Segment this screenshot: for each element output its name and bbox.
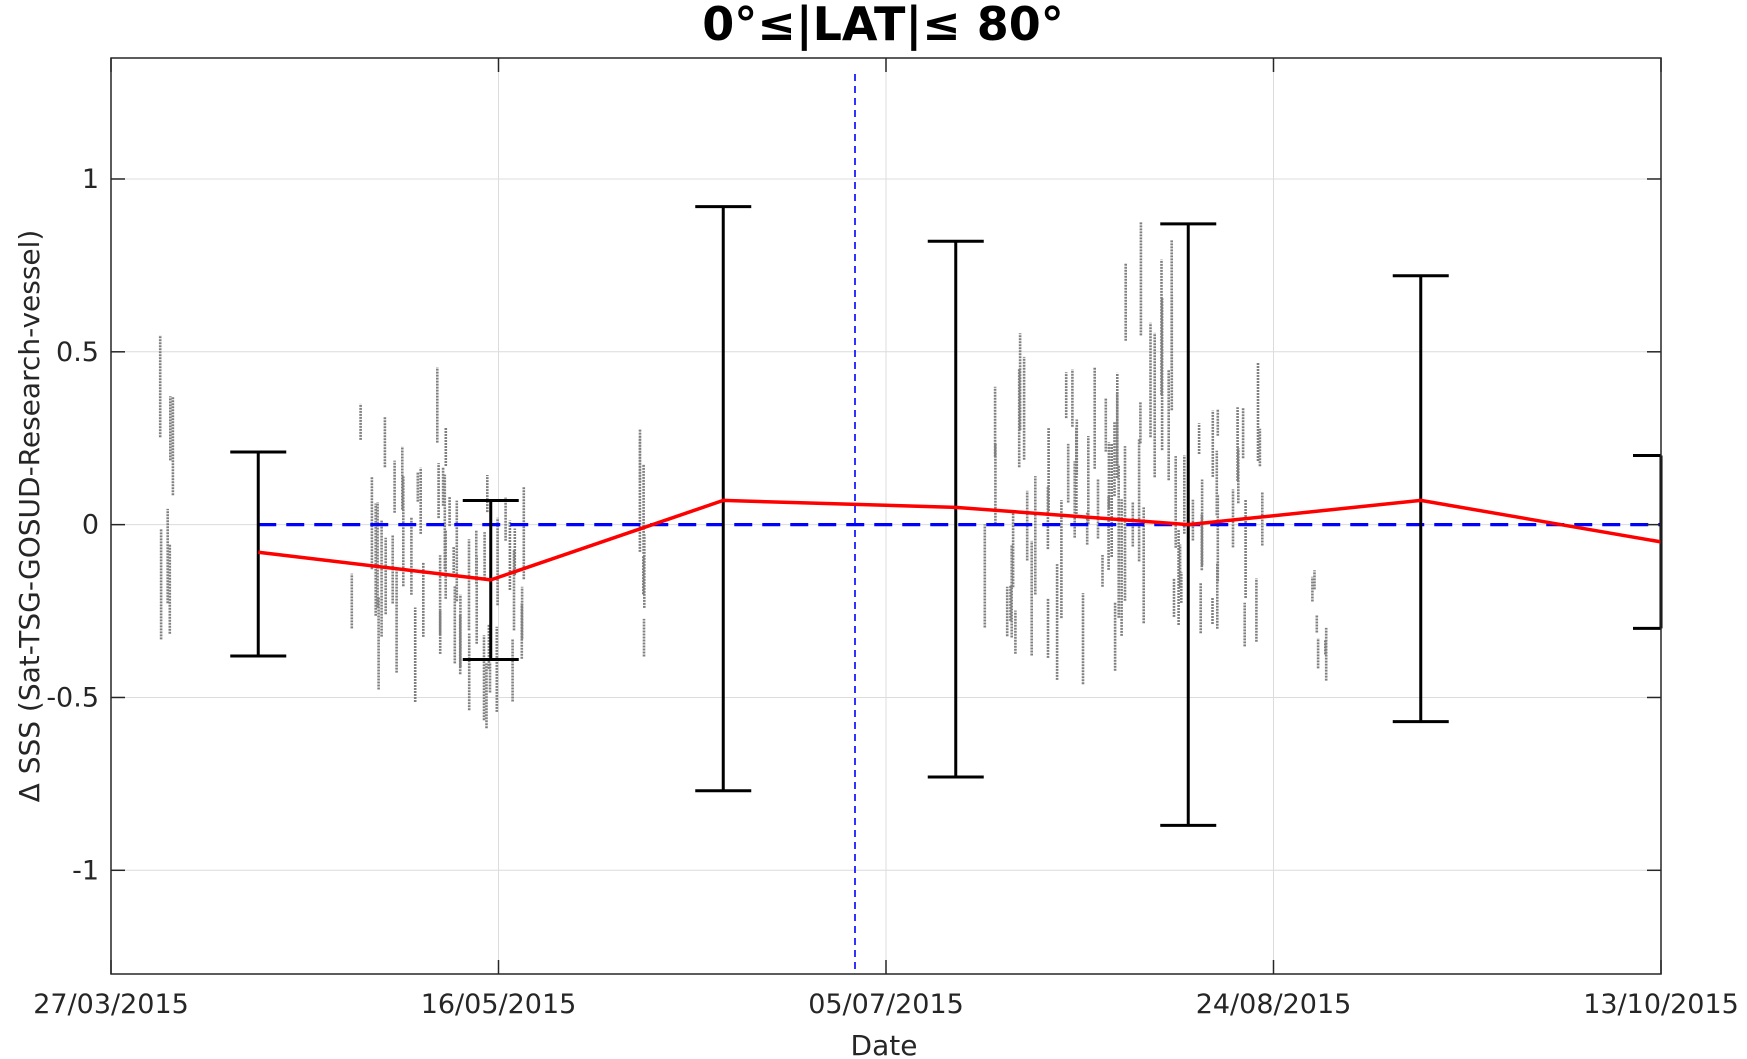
x-axis-label: Date (851, 1029, 918, 1059)
chart-title: 0°≤|LAT|≤ 80° (702, 0, 1063, 52)
y-tick-label: 0 (82, 510, 99, 541)
x-tick-label: 05/07/2015 (808, 989, 964, 1020)
x-tick-label: 24/08/2015 (1196, 989, 1352, 1020)
mean-polyline (258, 498, 1662, 582)
y-tick-label: 1 (82, 164, 99, 195)
y-tick-label: -0.5 (46, 682, 99, 713)
ticks: 27/03/2015 16/05/2015 05/07/2015 24/08/2015… (33, 58, 1739, 1020)
y-tick-label: -1 (72, 855, 99, 886)
mean-line (258, 498, 1662, 582)
x-tick-label: 13/10/2015 (1583, 989, 1739, 1020)
y-axis-label: Δ SSS (Sat-TSG-GOSUD-Research-vessel) (13, 230, 46, 803)
x-tick-label: 27/03/2015 (33, 989, 189, 1020)
x-tick-label: 16/05/2015 (421, 989, 577, 1020)
y-tick-label: 0.5 (56, 337, 99, 368)
grid (110, 58, 1662, 974)
